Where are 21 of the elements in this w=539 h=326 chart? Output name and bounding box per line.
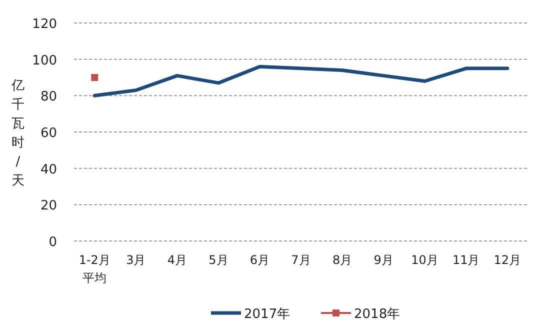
y-tick-label: 20: [40, 198, 57, 214]
y-tick-label: 80: [40, 90, 57, 105]
x-tick-label: 9月: [374, 253, 394, 267]
x-tick-label: 4月: [167, 253, 187, 267]
y-tick-label: 0: [48, 235, 57, 250]
x-tick-label: 8月: [332, 253, 352, 267]
x-tick-label: 12月: [494, 253, 522, 267]
y-tick-label: 100: [32, 53, 57, 68]
x-tick-label: 6月: [250, 253, 270, 267]
x-tick-label: 10月: [411, 253, 438, 267]
y-tick-label: 60: [40, 126, 57, 141]
y-tick-label: 120: [32, 17, 57, 32]
x-tick-label: 11月: [452, 253, 480, 267]
y-axis-title: 亿千瓦时/天: [10, 78, 24, 188]
y-tick-label: 40: [40, 162, 57, 178]
x-tick-label: 7月: [291, 253, 311, 267]
x-tick-label: 5月: [208, 253, 228, 267]
x-tick-label: 1-2月平均: [78, 253, 110, 285]
legend-label: 2017年: [244, 307, 290, 322]
x-tick-label: 3月: [126, 253, 146, 267]
legend-label: 2018年: [354, 307, 400, 322]
